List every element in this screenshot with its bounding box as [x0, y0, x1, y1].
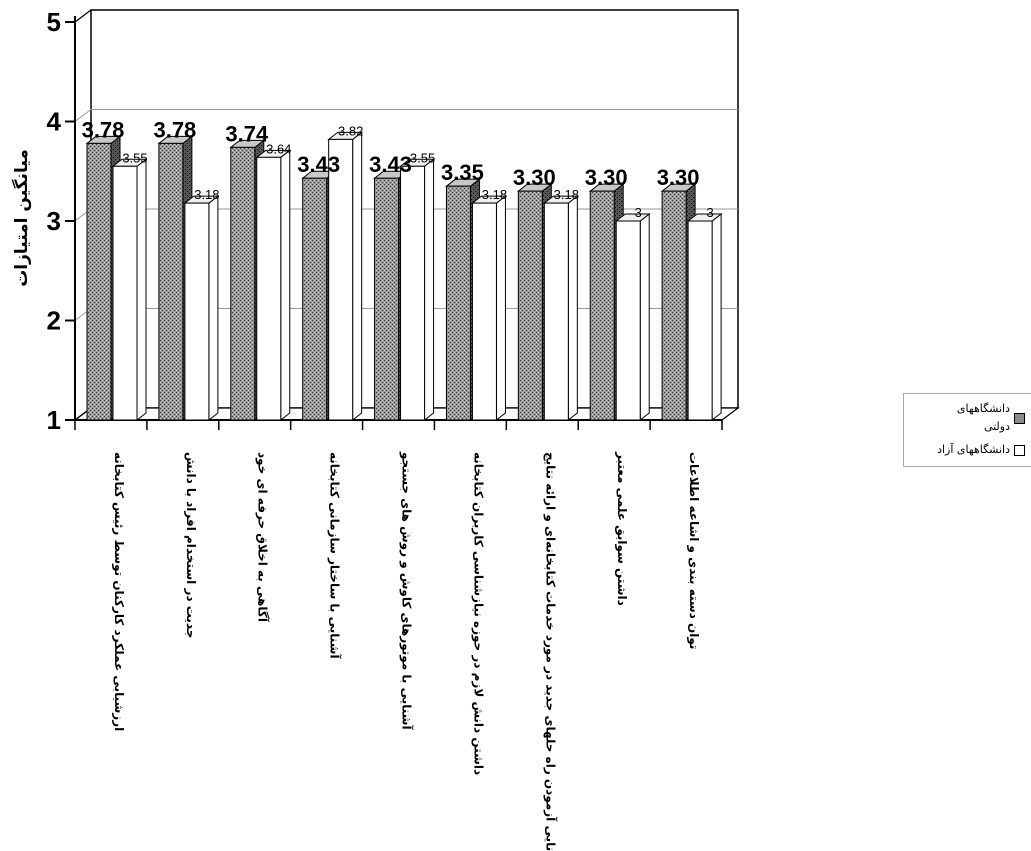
bar-front: [400, 165, 426, 421]
y-tick-label: 5: [47, 7, 61, 37]
value-label-azad: 3.18: [554, 187, 579, 202]
value-label-state: 3.78: [82, 117, 125, 142]
bar-side: [352, 131, 363, 422]
value-label-state: 3.43: [297, 152, 340, 177]
value-label-state: 3.74: [225, 121, 269, 146]
bar-front: [302, 177, 328, 421]
category-label: داشتن دانش لازم در حوزه نیازشناسی کاربرا…: [470, 452, 485, 775]
y-axis: 1 2 3 4 5: [47, 7, 76, 435]
bar-azad: [686, 212, 723, 422]
value-label-state: 3.43: [369, 152, 412, 177]
bar-side: [711, 212, 722, 422]
bar-front: [471, 202, 497, 421]
value-label-azad: 3.55: [122, 150, 147, 165]
value-label-state: 3.30: [513, 165, 556, 190]
category-label: آگاهی به اخلاق حرفه ای خود: [255, 452, 271, 623]
bar-side: [424, 158, 435, 422]
bar-front: [687, 220, 713, 421]
legend-label-azad: دانشگاههای آزاد: [937, 443, 1010, 456]
bar-front: [328, 138, 354, 421]
category-label: ارزشیابی عملکرد کارکنان توسط رئیس کتابخا…: [111, 452, 126, 731]
bar-front: [445, 185, 471, 421]
legend-label-state: دانشگاههای دولتی: [956, 402, 1010, 433]
bar-front: [589, 190, 615, 421]
legend-item-state: دانشگاههای دولتی: [940, 400, 1025, 436]
bar-front: [615, 220, 641, 421]
category-label: آشنایی با ساختار سازمانی کتابخانه: [328, 452, 343, 659]
bar-front: [543, 202, 569, 421]
data-labels: 3.783.553.783.183.743.643.433.823.433.55…: [82, 117, 714, 220]
category-label: داشتن سوابق علمی معتبر: [614, 451, 629, 606]
top-edge: [74, 9, 92, 23]
legend-swatch-azad: [1014, 444, 1025, 456]
category-label: آشنایی با موتورهای کاوش و روش های جستجو: [399, 451, 415, 730]
value-label-azad: 3.18: [482, 187, 507, 202]
y-tick-label: 1: [47, 405, 61, 435]
bar-front: [230, 146, 256, 421]
bar-front: [517, 190, 543, 421]
legend: دانشگاههای دولتی دانشگاههای آزاد: [903, 393, 1031, 467]
bar-front: [661, 190, 687, 421]
bar-front: [112, 165, 138, 421]
gridline-side: [74, 109, 92, 122]
value-label-azad: 3: [706, 205, 713, 220]
bar-azad: [183, 195, 220, 422]
bar-side: [567, 195, 578, 422]
bar-azad: [111, 158, 148, 422]
category-labels: ارزشیابی عملکرد کارکنان توسط رئیس کتابخا…: [111, 451, 701, 851]
category-label: توان دسته بندی و اشاعه اطلاعات: [686, 452, 701, 649]
category-label: جدیت در استخدام افراد با دانش: [183, 452, 198, 639]
bar-side: [495, 195, 506, 422]
bar-azad: [327, 131, 364, 422]
bar-side: [280, 149, 291, 422]
x-axis: [74, 419, 723, 430]
value-label-azad: 3.64: [266, 141, 291, 156]
bar-front: [184, 202, 210, 421]
value-label-azad: 3: [635, 205, 642, 220]
value-label-state: 3.78: [153, 117, 196, 142]
bars: [85, 131, 723, 422]
y-tick-label: 2: [47, 306, 61, 336]
y-axis-label: میانگین امتیازات: [11, 149, 32, 287]
value-label-state: 3.30: [585, 165, 628, 190]
bar-front: [256, 156, 282, 421]
bar-front: [374, 177, 400, 421]
y-tick-label: 3: [47, 206, 61, 236]
bar-azad: [614, 212, 651, 422]
bar-front: [158, 142, 184, 421]
legend-swatch-state: [1014, 412, 1025, 424]
bar-front: [86, 142, 112, 421]
bar-side: [639, 212, 650, 422]
legend-item-azad: دانشگاههای آزاد: [937, 441, 1025, 459]
value-label-azad: 3.82: [338, 123, 363, 138]
value-label-azad: 3.18: [194, 187, 219, 202]
bar-side: [136, 158, 147, 422]
value-label-state: 3.30: [657, 165, 700, 190]
category-label: توانایی آزمودن راه حلهای جدید در مورد خد…: [542, 452, 558, 851]
bar-azad: [470, 195, 507, 422]
bar-azad: [399, 158, 436, 422]
value-label-azad: 3.55: [410, 150, 435, 165]
bar-side: [208, 195, 219, 422]
y-tick-label: 4: [47, 107, 62, 137]
bar-azad: [542, 195, 579, 422]
bar-azad: [255, 149, 292, 422]
value-label-state: 3.35: [441, 160, 484, 185]
